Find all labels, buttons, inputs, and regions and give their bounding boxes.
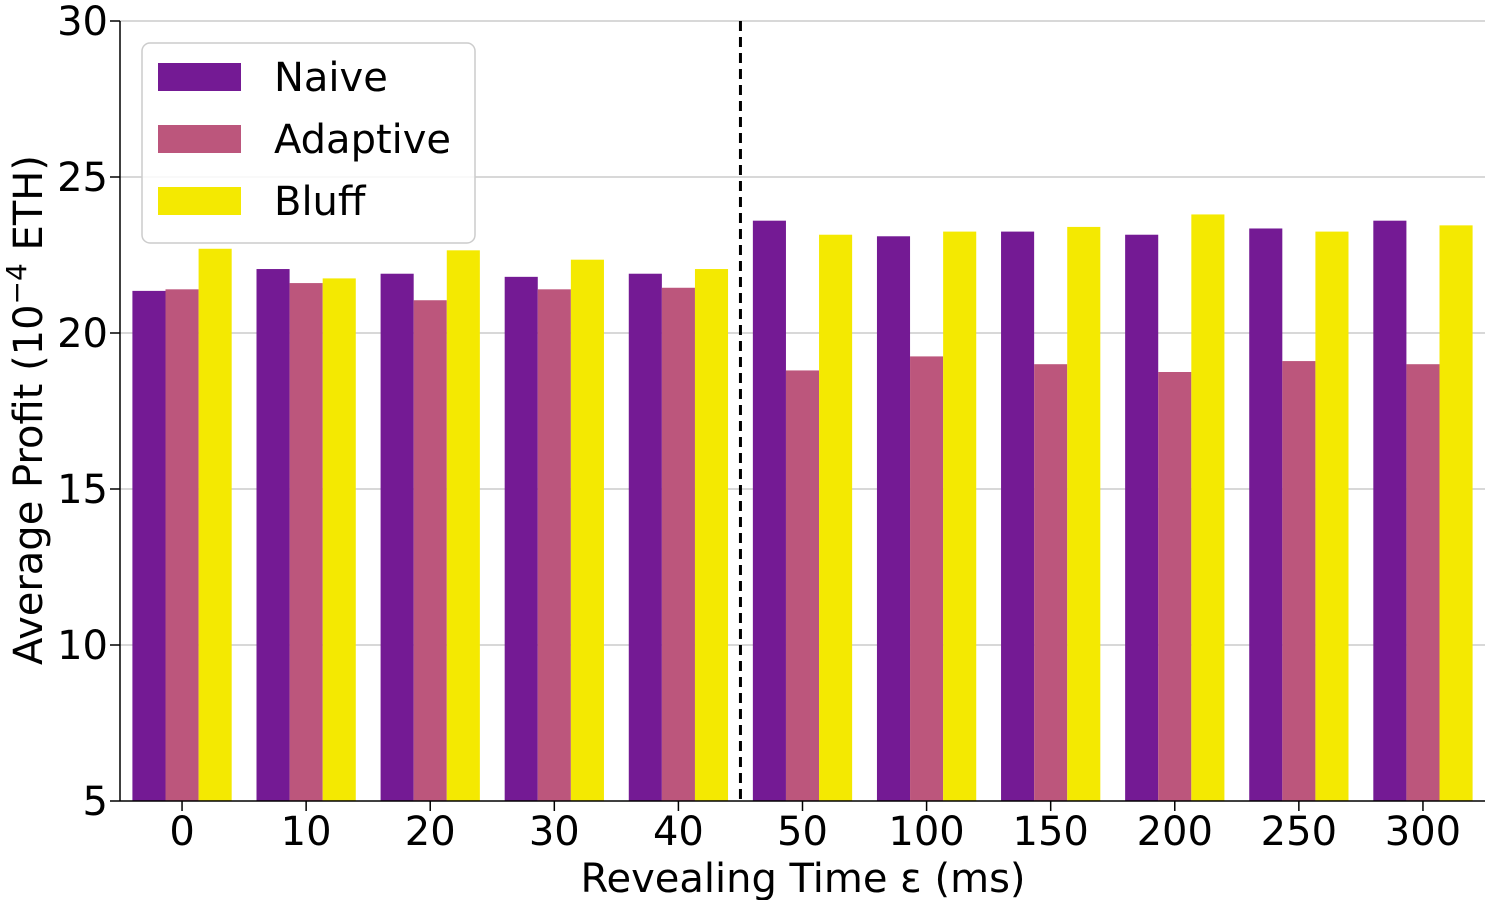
bar-adaptive-20	[413, 300, 447, 801]
legend-swatch-bluff	[158, 187, 241, 215]
bar-naive-10	[256, 269, 290, 801]
bar-adaptive-100	[910, 356, 944, 801]
bar-naive-150	[1001, 231, 1035, 802]
legend: Naive Adaptive Bluff	[141, 42, 476, 244]
bar-naive-30	[504, 276, 538, 802]
y-tick-label: 30	[57, 0, 108, 45]
bar-adaptive-200	[1158, 372, 1192, 801]
bar-bluff-100	[943, 231, 977, 802]
y-tick-label: 5	[83, 779, 108, 825]
bar-adaptive-0	[165, 289, 199, 801]
bar-naive-100	[876, 236, 911, 801]
x-tick-label: 50	[777, 809, 828, 855]
x-tick-label: 100	[888, 809, 964, 855]
x-tick-label: 30	[529, 809, 580, 855]
bar-bluff-20	[446, 250, 480, 801]
bar-naive-20	[380, 273, 414, 802]
x-tick-labels: 0 10 20 30 40 50 100 150 200 250 300	[169, 801, 1461, 855]
bar-naive-40	[628, 273, 662, 802]
bar-bluff-200	[1191, 214, 1225, 801]
bar-series-group	[132, 214, 1473, 802]
x-tick-label: 10	[281, 809, 332, 855]
y-tick-label: 10	[57, 623, 108, 669]
bar-bluff-0	[198, 248, 232, 801]
y-axis-title: Average Profit (10−4 ETH)	[0, 155, 52, 665]
bar-adaptive-250	[1282, 361, 1316, 801]
bar-adaptive-40	[661, 287, 695, 801]
x-tick-label: 40	[653, 809, 704, 855]
legend-swatch-naive	[158, 63, 241, 91]
x-tick-label: 0	[169, 809, 194, 855]
bar-naive-50	[752, 220, 786, 801]
bar-adaptive-300	[1406, 364, 1440, 801]
legend-label-naive: Naive	[274, 55, 388, 101]
bar-naive-300	[1373, 220, 1407, 801]
bar-adaptive-50	[785, 370, 820, 801]
bar-bluff-50	[819, 234, 853, 802]
bar-adaptive-30	[537, 289, 571, 801]
bar-bluff-30	[570, 259, 604, 801]
bar-naive-0	[132, 290, 166, 801]
bar-adaptive-150	[1034, 364, 1068, 801]
x-tick-label: 20	[405, 809, 456, 855]
bar-naive-250	[1249, 228, 1283, 802]
bar-bluff-250	[1315, 231, 1349, 802]
y-tick-label: 20	[57, 311, 108, 357]
y-tick-label: 15	[57, 467, 108, 513]
y-tick-labels: 5 10 15 20 25 30	[57, 0, 120, 825]
legend-label-bluff: Bluff	[274, 179, 367, 225]
bar-bluff-150	[1067, 226, 1101, 802]
legend-label-adaptive: Adaptive	[274, 117, 451, 163]
bar-bluff-40	[694, 269, 729, 801]
x-axis-title: Revealing Time ε (ms)	[580, 856, 1025, 900]
y-axis-title-superscript: −4	[0, 263, 33, 304]
x-tick-label: 250	[1261, 809, 1337, 855]
bar-bluff-10	[322, 278, 356, 801]
x-tick-label: 300	[1385, 809, 1461, 855]
y-tick-label: 25	[57, 155, 108, 201]
x-tick-label: 200	[1137, 809, 1213, 855]
bar-bluff-300	[1439, 225, 1473, 802]
bar-naive-200	[1125, 234, 1159, 802]
x-tick-label: 150	[1013, 809, 1089, 855]
legend-swatch-adaptive	[158, 125, 241, 153]
bar-adaptive-10	[289, 283, 323, 802]
